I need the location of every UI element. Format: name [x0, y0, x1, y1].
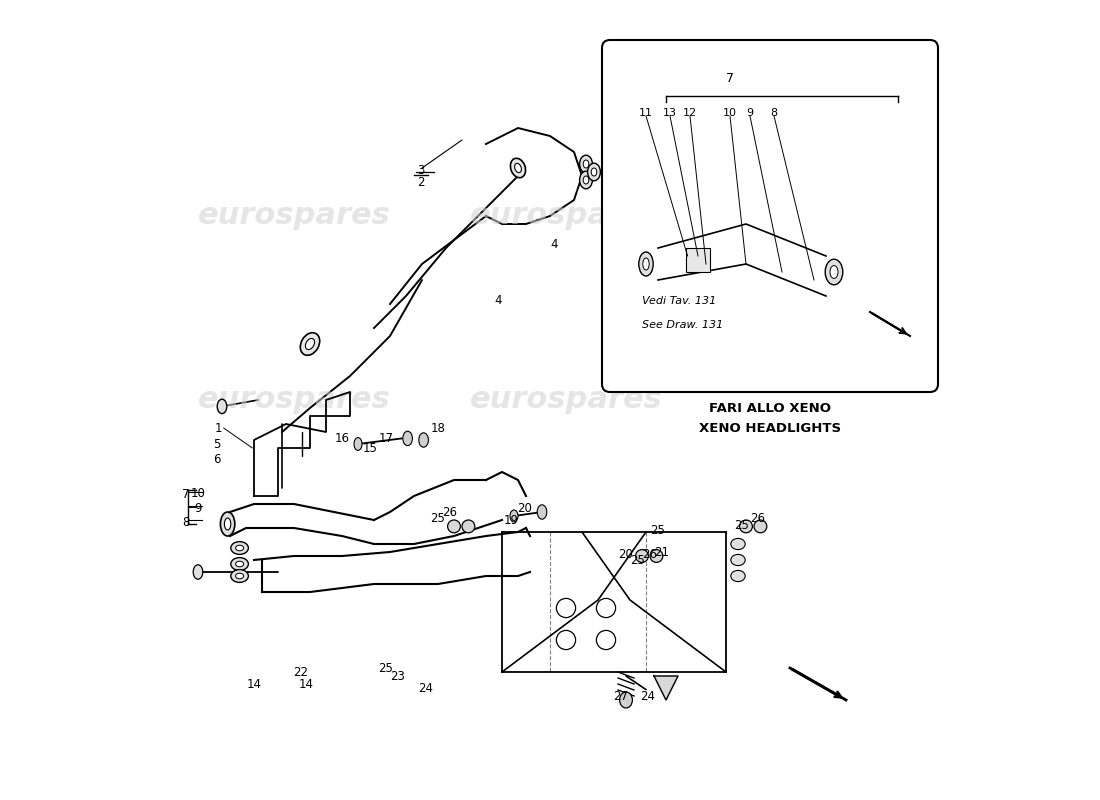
Text: 22: 22	[293, 666, 308, 678]
Ellipse shape	[235, 546, 243, 551]
Text: 9: 9	[195, 502, 201, 514]
Text: 26: 26	[750, 512, 766, 525]
Text: FARI ALLO XENO: FARI ALLO XENO	[710, 402, 830, 415]
Ellipse shape	[462, 520, 475, 533]
Text: See Draw. 131: See Draw. 131	[642, 320, 724, 330]
Ellipse shape	[619, 151, 632, 169]
Text: 20: 20	[618, 548, 634, 561]
Text: 27: 27	[613, 690, 628, 702]
Text: 25: 25	[650, 524, 666, 537]
Text: 4: 4	[494, 294, 502, 306]
Text: 1: 1	[214, 422, 222, 434]
Ellipse shape	[739, 520, 752, 533]
Text: 14: 14	[298, 678, 314, 690]
FancyBboxPatch shape	[602, 40, 938, 392]
Ellipse shape	[235, 562, 243, 566]
Text: 25: 25	[378, 662, 394, 675]
Text: 4: 4	[550, 238, 558, 250]
Ellipse shape	[583, 160, 588, 168]
Text: 7: 7	[726, 72, 734, 85]
Ellipse shape	[730, 570, 745, 582]
Ellipse shape	[217, 399, 227, 414]
FancyBboxPatch shape	[686, 248, 710, 272]
Circle shape	[557, 630, 575, 650]
Ellipse shape	[224, 518, 231, 530]
Text: 18: 18	[430, 422, 446, 434]
Ellipse shape	[354, 438, 362, 450]
Ellipse shape	[730, 554, 745, 566]
Ellipse shape	[300, 333, 320, 355]
Ellipse shape	[830, 266, 838, 278]
Text: 23: 23	[390, 670, 406, 682]
Ellipse shape	[510, 158, 526, 178]
Polygon shape	[654, 676, 678, 700]
Circle shape	[596, 598, 616, 618]
Text: 6: 6	[212, 454, 220, 466]
Ellipse shape	[730, 538, 745, 550]
Ellipse shape	[607, 151, 620, 169]
Ellipse shape	[419, 433, 428, 447]
Ellipse shape	[306, 338, 315, 350]
Ellipse shape	[448, 520, 461, 533]
Text: 24: 24	[418, 682, 433, 694]
Text: 20: 20	[517, 502, 531, 514]
Text: eurospares: eurospares	[470, 202, 662, 230]
Text: 3: 3	[417, 164, 425, 177]
Text: eurospares: eurospares	[470, 386, 662, 414]
Text: 5: 5	[212, 438, 220, 450]
Text: 10: 10	[190, 487, 206, 500]
Ellipse shape	[231, 542, 249, 554]
Text: 13: 13	[663, 108, 676, 118]
Ellipse shape	[612, 156, 617, 164]
Text: Vedi Tav. 131: Vedi Tav. 131	[642, 296, 716, 306]
Ellipse shape	[587, 163, 601, 181]
Text: 12: 12	[683, 108, 697, 118]
Ellipse shape	[231, 558, 249, 570]
Text: eurospares: eurospares	[198, 386, 390, 414]
Ellipse shape	[235, 573, 243, 579]
Text: 2: 2	[417, 176, 425, 189]
Ellipse shape	[231, 570, 249, 582]
Ellipse shape	[515, 163, 521, 173]
Text: 26: 26	[642, 548, 658, 561]
Ellipse shape	[754, 520, 767, 533]
Ellipse shape	[619, 692, 632, 708]
Circle shape	[557, 598, 575, 618]
Ellipse shape	[583, 176, 588, 184]
Text: 25: 25	[630, 554, 646, 566]
Text: 25: 25	[430, 512, 446, 525]
Text: 15: 15	[363, 442, 377, 454]
Text: 19: 19	[504, 514, 519, 526]
Text: 21: 21	[654, 546, 670, 558]
Ellipse shape	[650, 550, 663, 562]
Ellipse shape	[580, 171, 593, 189]
Text: 14: 14	[246, 678, 262, 690]
Text: 10: 10	[723, 108, 737, 118]
Ellipse shape	[403, 431, 412, 446]
Ellipse shape	[639, 252, 653, 276]
Text: 11: 11	[639, 108, 653, 118]
Ellipse shape	[510, 510, 518, 522]
Ellipse shape	[194, 565, 202, 579]
Text: 17: 17	[378, 432, 394, 445]
Ellipse shape	[825, 259, 843, 285]
Ellipse shape	[636, 550, 648, 562]
Text: XENO HEADLIGHTS: XENO HEADLIGHTS	[698, 422, 842, 435]
Text: 7: 7	[183, 488, 189, 501]
Ellipse shape	[580, 155, 593, 173]
Text: eurospares: eurospares	[198, 202, 390, 230]
Text: 26: 26	[442, 506, 458, 518]
Text: 9: 9	[747, 108, 754, 118]
Text: 8: 8	[183, 516, 189, 529]
Ellipse shape	[220, 512, 234, 536]
Ellipse shape	[591, 168, 597, 176]
Circle shape	[596, 630, 616, 650]
Text: 16: 16	[334, 432, 350, 445]
Text: 24: 24	[640, 690, 656, 702]
Text: 25: 25	[735, 519, 749, 532]
Ellipse shape	[642, 258, 649, 270]
Text: 8: 8	[770, 108, 778, 118]
Ellipse shape	[624, 156, 629, 164]
Ellipse shape	[537, 505, 547, 519]
